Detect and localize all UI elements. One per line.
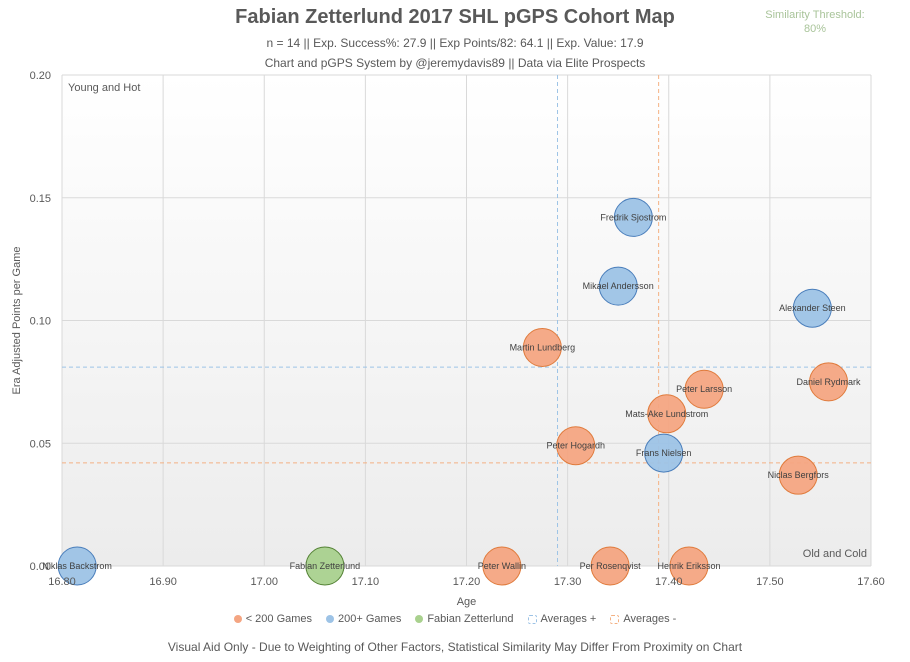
x-axis-label: Age [457,596,477,608]
x-tick-label: 17.50 [756,576,784,588]
x-tick-label: 17.30 [554,576,582,588]
legend-swatch-averages-minus [610,614,620,624]
data-point [792,288,832,328]
legend-label-player: Fabian Zetterlund [427,613,514,625]
threshold-label: Similarity Threshold: [765,9,865,21]
data-point [809,362,849,402]
data-point [57,546,97,586]
data-point-label: Peter Hogardh [546,441,605,451]
data-point-label: Daniel Rydmark [797,377,862,387]
data-point-label: Martin Lundberg [510,343,576,353]
data-point [522,328,562,368]
y-tick-label: 0.00 [30,561,51,573]
data-point [644,433,684,473]
data-point-label: Frans Nielsen [636,448,692,458]
data-point-label: Fabian Zetterlund [290,561,361,571]
y-tick-label: 0.15 [30,193,51,205]
data-point [482,546,522,586]
data-labels: Martin Lundberg Peter Larsson Daniel Rydma… [42,212,861,571]
data-point [669,546,709,586]
data-point-label: Mats-Ake Lundstrom [625,409,708,419]
legend-swatch-player [415,615,424,623]
x-tick-label: 17.00 [250,576,278,588]
threshold-value: 80% [803,23,827,35]
data-point [305,546,345,586]
quadrant-labels: Young and Hot Old and Cold [68,82,867,560]
legend-item-averages-minus: Averages - [610,613,676,625]
data-point-label: Niklas Backstrom [42,561,112,571]
legend-item-over-200: 200+ Games [326,613,401,625]
x-tick-label: 17.40 [655,576,683,588]
legend-item-player: Fabian Zetterlund [415,613,514,625]
y-tick-label: 0.10 [30,316,51,328]
x-tick-label: 17.20 [453,576,481,588]
x-tick-label: 16.90 [149,576,177,588]
legend-label-under-200: < 200 Games [245,613,313,625]
x-tick-label: 16.80 [48,576,76,588]
chart-footnote: Visual Aid Only - Due to Weighting of Ot… [167,640,743,654]
y-tick-label: 0.05 [30,438,51,450]
data-points [57,197,849,586]
grid-lines [61,74,872,567]
data-point-label: Fredrik Sjostrom [600,212,666,222]
data-point-label: Niclas Bergfors [768,470,830,480]
average-lines [62,75,871,566]
data-point [590,546,630,586]
data-point [598,266,638,306]
x-tick-label: 17.60 [857,576,885,588]
data-point [778,455,818,495]
data-point [613,197,653,237]
y-axis-label: Era Adjusted Points per Game [11,247,23,395]
legend-label-over-200: 200+ Games [338,613,402,625]
x-tick-label: 17.10 [352,576,380,588]
data-point-label: Per Rosenqvist [580,561,642,571]
quadrant-label-old-cold: Old and Cold [803,548,867,560]
legend-item-averages-plus: Averages + [527,613,597,625]
data-point-label: Mikael Andersson [583,281,654,291]
y-axis-ticks: 0.00 0.05 0.10 0.15 0.20 [30,70,51,573]
legend-swatch-over-200 [326,615,335,623]
legend-label-averages-minus: Averages - [623,613,677,625]
data-point-label: Alexander Steen [779,303,846,313]
data-point [647,394,687,434]
legend-swatch-averages-plus [527,614,537,624]
y-tick-label: 0.20 [30,70,51,82]
chart-title: Fabian Zetterlund 2017 SHL pGPS Cohort M… [235,6,675,28]
legend-label-averages-plus: Averages + [540,613,597,625]
data-point [684,369,724,409]
chart-legend: < 200 Games 200+ Games Fabian Zetterlund… [0,613,910,625]
chart-subtitle-credit: Chart and pGPS System by @jeremydavis89 … [264,56,646,70]
data-point [556,426,596,466]
legend-swatch-under-200 [233,615,242,623]
legend-item-under-200: < 200 Games [233,613,313,625]
chart-subtitle-stats: n = 14 || Exp. Success%: 27.9 || Exp Poi… [266,36,644,50]
data-point-label: Henrik Eriksson [657,561,720,571]
data-point-label: Peter Wallin [478,561,526,571]
similarity-threshold: Similarity Threshold: 80% [750,8,880,36]
x-axis-ticks: 16.80 16.90 17.00 17.10 17.20 17.30 17.40 17.50… [48,576,885,588]
data-point-label: Peter Larsson [676,384,732,394]
quadrant-label-young-hot: Young and Hot [68,82,140,94]
